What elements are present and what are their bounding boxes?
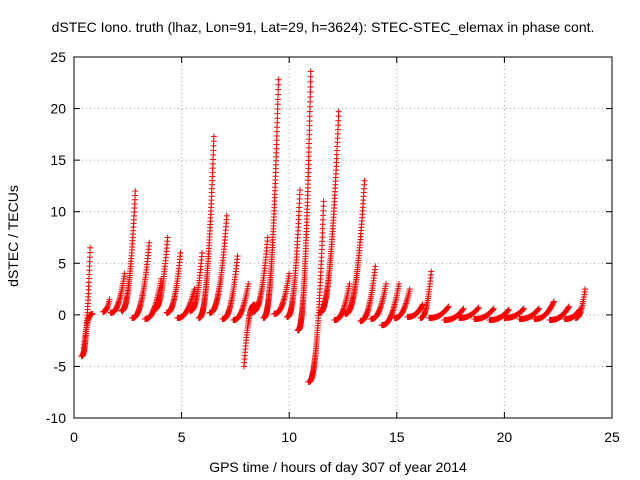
- data-point: [320, 198, 327, 205]
- data-point: [490, 305, 497, 312]
- data-point: [520, 305, 527, 312]
- x-axis-label: GPS time / hours of day 307 of year 2014: [209, 459, 467, 475]
- data-point: [444, 304, 451, 311]
- data-point: [550, 298, 557, 305]
- data-point: [296, 187, 303, 194]
- data-point: [335, 108, 342, 115]
- data-point: [132, 188, 139, 195]
- data-point: [210, 133, 217, 140]
- y-tick-label: 25: [50, 49, 66, 65]
- data-point: [191, 286, 198, 293]
- data-point: [245, 280, 252, 287]
- data-point: [519, 307, 526, 314]
- x-tick-label: 5: [178, 429, 186, 445]
- data-point: [535, 305, 542, 312]
- x-tick-label: 25: [604, 429, 620, 445]
- y-tick-label: -5: [54, 358, 67, 374]
- data-point: [565, 303, 572, 310]
- grid-lines: [74, 57, 612, 418]
- data-point: [89, 310, 96, 317]
- data-point: [505, 307, 512, 314]
- y-tick-label: -10: [46, 410, 66, 426]
- data-points: [78, 68, 589, 385]
- data-point: [307, 68, 314, 75]
- data-point: [275, 81, 282, 88]
- data-point: [428, 268, 435, 275]
- data-point: [87, 244, 94, 251]
- y-tick-label: 20: [50, 101, 66, 117]
- data-point: [346, 280, 353, 287]
- data-point: [490, 306, 497, 313]
- data-point: [286, 270, 293, 277]
- data-point: [475, 304, 482, 311]
- y-tick-label: 15: [50, 152, 66, 168]
- data-point: [164, 234, 171, 241]
- data-point: [177, 249, 184, 256]
- data-point: [520, 306, 527, 313]
- data-point: [372, 263, 379, 270]
- x-tick-label: 15: [389, 429, 405, 445]
- data-point: [307, 89, 314, 96]
- x-tick-label: 0: [70, 429, 78, 445]
- data-point: [199, 249, 206, 256]
- data-point: [505, 306, 512, 313]
- data-point: [307, 78, 314, 85]
- data-point: [406, 286, 413, 293]
- y-tick-label: 0: [58, 307, 66, 323]
- data-point: [307, 83, 314, 90]
- data-point: [223, 212, 230, 219]
- data-point: [460, 305, 467, 312]
- data-point: [307, 73, 314, 80]
- data-point: [419, 301, 426, 308]
- data-point: [582, 286, 589, 293]
- data-point: [106, 296, 113, 303]
- data-point: [383, 280, 390, 287]
- plot-frame: [73, 56, 613, 419]
- data-point: [535, 306, 542, 313]
- data-point: [264, 234, 271, 241]
- axis-ticks: 0 5 10 15 20 25 -10 -5 0 5 10 15 20 25: [46, 49, 620, 445]
- x-tick-label: 10: [281, 429, 297, 445]
- data-point: [395, 280, 402, 287]
- chart-title: dSTEC Iono. truth (lhaz, Lon=91, Lat=29,…: [52, 19, 595, 35]
- data-point: [474, 305, 481, 312]
- data-point: [146, 239, 153, 246]
- y-axis-label: dSTEC / TECUs: [5, 185, 21, 287]
- data-point: [550, 299, 557, 306]
- data-point: [275, 76, 282, 83]
- data-point: [459, 306, 466, 313]
- x-tick-label: 20: [497, 429, 513, 445]
- data-point: [445, 303, 452, 310]
- data-point: [234, 253, 241, 260]
- y-tick-label: 5: [58, 255, 66, 271]
- data-point: [565, 304, 572, 311]
- data-point: [121, 270, 128, 277]
- data-point: [361, 177, 368, 184]
- y-tick-label: 10: [50, 204, 66, 220]
